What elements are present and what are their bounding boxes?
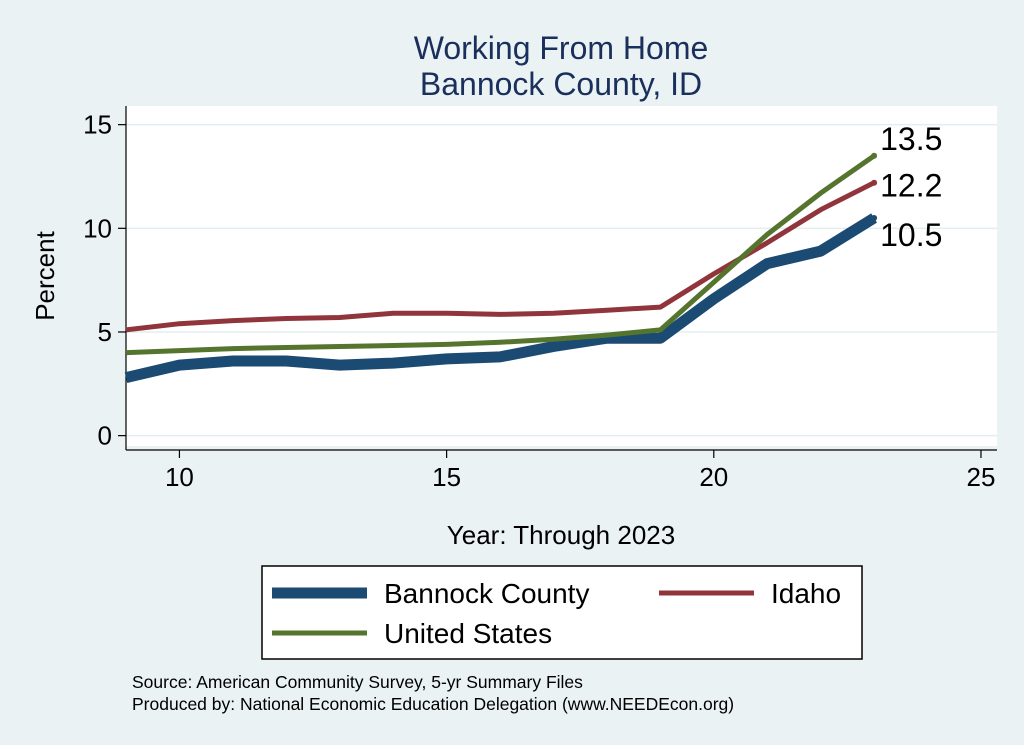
series-line-united-states [125,153,876,356]
legend-label-bannock-county: Bannock County [384,578,589,609]
plot-area [126,106,997,446]
x-tick-label-25: 25 [967,462,996,492]
y-axis-label: Percent [30,230,60,320]
end-label-idaho: 12.2 [880,168,942,204]
x-axis-ticks: 10 15 20 25 [165,450,995,492]
end-label-bannock-county: 10.5 [880,217,942,253]
y-tick-label-0: 0 [98,421,112,451]
axes [125,106,997,451]
x-tick-label-10: 10 [165,462,194,492]
end-marker-bannock-county [871,214,878,221]
end-marker-united-states [871,152,878,159]
x-axis-label: Year: Through 2023 [447,520,675,550]
legend-label-idaho: Idaho [771,578,841,609]
chart-title-line-2: Bannock County, ID [420,66,702,102]
source-note: Source: American Community Survey, 5-yr … [132,672,583,692]
producer-note: Produced by: National Economic Education… [132,694,734,714]
x-tick-label-20: 20 [699,462,728,492]
y-tick-label-15: 15 [83,110,112,140]
x-tick-label-15: 15 [432,462,461,492]
series-line-bannock-county [124,213,877,383]
chart-title-line-1: Working From Home [414,30,709,66]
y-tick-label-10: 10 [83,213,112,243]
y-axis-ticks: 0 5 10 15 [83,110,126,451]
y-tick-label-5: 5 [98,317,112,347]
series-lines [124,152,878,383]
legend-label-united-states: United States [384,618,552,649]
end-labels: 10.5 12.2 13.5 [880,121,942,253]
legend-box [261,565,863,660]
end-marker-idaho [871,179,878,186]
end-label-united-states: 13.5 [880,121,942,157]
legend: Bannock County Idaho United States [261,565,863,660]
